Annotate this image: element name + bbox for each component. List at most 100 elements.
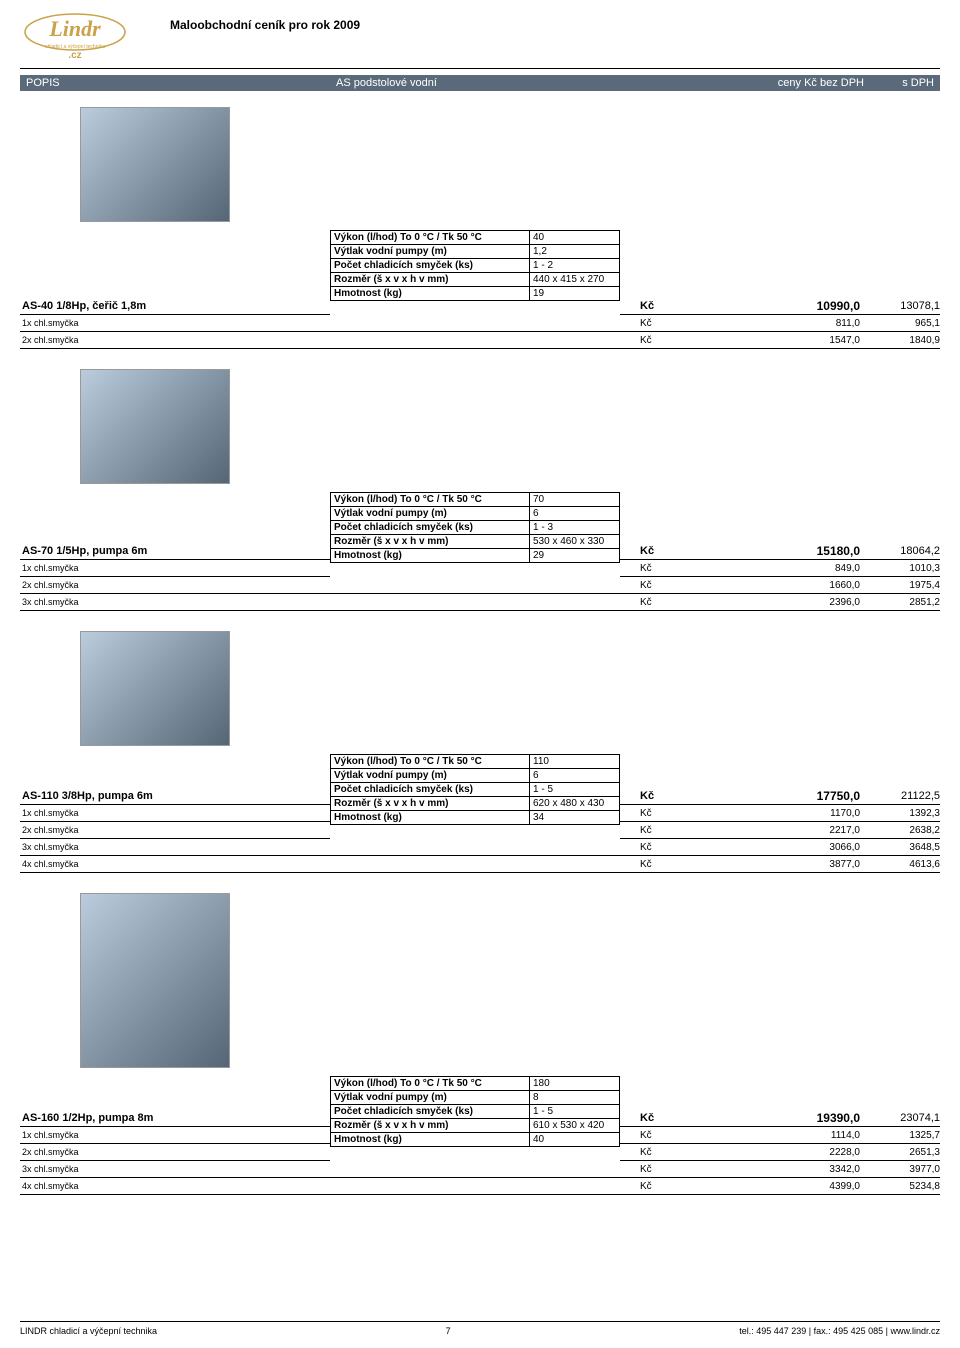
currency-label: Kč: [620, 1112, 670, 1124]
price-with-vat: 1325,7: [860, 1130, 940, 1141]
price-without-vat: 849,0: [670, 563, 860, 574]
price-with-vat: 2851,2: [860, 597, 940, 608]
currency-label: Kč: [620, 1181, 670, 1192]
brand-logo: Lindr chladicí a výčepní technika .cz: [20, 10, 130, 60]
product-section: AS-160 1/2Hp, pumpa 8m1x chl.smyčka2x ch…: [20, 893, 940, 1195]
column-header-bar: POPIS AS podstolové vodní ceny Kč bez DP…: [20, 75, 940, 91]
price-without-vat: 19390,0: [670, 1111, 860, 1125]
spec-key: Výkon (l/hod) To 0 °C / Tk 50 °C: [330, 1076, 530, 1090]
header-price: ceny Kč bez DPH: [766, 77, 864, 89]
price-with-vat: 23074,1: [860, 1112, 940, 1124]
page-header: Lindr chladicí a výčepní technika .cz Ma…: [20, 10, 940, 60]
spec-key: Výtlak vodní pumpy (m): [330, 506, 530, 520]
spec-value: 1 - 5: [530, 782, 620, 796]
price-with-vat: 2651,3: [860, 1147, 940, 1158]
spec-key: Výtlak vodní pumpy (m): [330, 1090, 530, 1104]
product-section: AS-110 3/8Hp, pumpa 6m1x chl.smyčka2x ch…: [20, 631, 940, 873]
footer-page-number: 7: [446, 1326, 451, 1336]
spec-key: Počet chladicích smyček (ks): [330, 1104, 530, 1118]
page-title: Maloobchodní ceník pro rok 2009: [170, 18, 360, 32]
spec-key: Výkon (l/hod) To 0 °C / Tk 50 °C: [330, 230, 530, 244]
spec-value: 40: [530, 230, 620, 244]
price-with-vat: 965,1: [860, 318, 940, 329]
product-option: 2x chl.smyčka: [20, 1144, 330, 1161]
product-option: 3x chl.smyčka: [20, 594, 330, 611]
svg-text:.cz: .cz: [68, 50, 81, 60]
spec-key: Výkon (l/hod) To 0 °C / Tk 50 °C: [330, 492, 530, 506]
price-with-vat: 13078,1: [860, 300, 940, 312]
product-option: 4x chl.smyčka: [20, 1178, 330, 1195]
currency-label: Kč: [620, 842, 670, 853]
spec-key: Výtlak vodní pumpy (m): [330, 244, 530, 258]
price-without-vat: 1547,0: [670, 335, 860, 346]
currency-label: Kč: [620, 597, 670, 608]
price-with-vat: 4613,6: [860, 859, 940, 870]
currency-label: Kč: [620, 1164, 670, 1175]
price-without-vat: 10990,0: [670, 299, 860, 313]
spec-value: 1 - 3: [530, 520, 620, 534]
spec-value: 6: [530, 768, 620, 782]
product-option: 1x chl.smyčka: [20, 1127, 330, 1144]
price-with-vat: 3648,5: [860, 842, 940, 853]
spec-value: 34: [530, 810, 620, 825]
spec-value: 6: [530, 506, 620, 520]
spec-key: Hmotnost (kg): [330, 286, 530, 301]
spec-value: 1 - 5: [530, 1104, 620, 1118]
spec-key: Rozměr (š x v x h v mm): [330, 796, 530, 810]
price-with-vat: 21122,5: [860, 790, 940, 802]
spec-key: Počet chladicích smyček (ks): [330, 258, 530, 272]
spec-value: 70: [530, 492, 620, 506]
product-section: AS-70 1/5Hp, pumpa 6m1x chl.smyčkaVýkon …: [20, 369, 940, 611]
spec-value: 620 x 480 x 430: [530, 796, 620, 810]
price-with-vat: 5234,8: [860, 1181, 940, 1192]
currency-label: Kč: [620, 1147, 670, 1158]
currency-label: Kč: [620, 545, 670, 557]
price-with-vat: 2638,2: [860, 825, 940, 836]
spec-value: 610 x 530 x 420: [530, 1118, 620, 1132]
divider: [20, 68, 940, 69]
price-with-vat: 1392,3: [860, 808, 940, 819]
spec-table: Výkon (l/hod) To 0 °C / Tk 50 °C110Výtla…: [330, 754, 620, 839]
spec-key: Rozměr (š x v x h v mm): [330, 534, 530, 548]
currency-label: Kč: [620, 335, 670, 346]
spec-value: 530 x 460 x 330: [530, 534, 620, 548]
product-option: 3x chl.smyčka: [20, 839, 330, 856]
spec-value: 29: [530, 548, 620, 563]
footer-contact: tel.: 495 447 239 | fax.: 495 425 085 | …: [739, 1326, 940, 1336]
currency-label: Kč: [620, 859, 670, 870]
price-without-vat: 2228,0: [670, 1147, 860, 1158]
price-without-vat: 2217,0: [670, 825, 860, 836]
product-name: AS-110 3/8Hp, pumpa 6m: [20, 788, 330, 805]
spec-key: Výkon (l/hod) To 0 °C / Tk 50 °C: [330, 754, 530, 768]
currency-label: Kč: [620, 563, 670, 574]
price-with-vat: 1975,4: [860, 580, 940, 591]
currency-label: Kč: [620, 580, 670, 591]
currency-label: Kč: [620, 808, 670, 819]
price-with-vat: 1010,3: [860, 563, 940, 574]
product-name: AS-70 1/5Hp, pumpa 6m: [20, 543, 330, 560]
price-without-vat: 17750,0: [670, 789, 860, 803]
spec-table: Výkon (l/hod) To 0 °C / Tk 50 °C70Výtlak…: [330, 492, 620, 577]
currency-label: Kč: [620, 825, 670, 836]
price-without-vat: 1660,0: [670, 580, 860, 591]
spec-value: 180: [530, 1076, 620, 1090]
product-image: [80, 893, 230, 1068]
spec-value: 19: [530, 286, 620, 301]
product-option: 1x chl.smyčka: [20, 805, 330, 822]
currency-label: Kč: [620, 1130, 670, 1141]
price-without-vat: 15180,0: [670, 544, 860, 558]
spec-key: Hmotnost (kg): [330, 548, 530, 563]
spec-value: 40: [530, 1132, 620, 1147]
currency-label: Kč: [620, 790, 670, 802]
price-without-vat: 1114,0: [670, 1130, 860, 1141]
header-popis: POPIS: [26, 77, 336, 89]
product-option: 3x chl.smyčka: [20, 1161, 330, 1178]
currency-label: Kč: [620, 300, 670, 312]
product-name: AS-160 1/2Hp, pumpa 8m: [20, 1110, 330, 1127]
price-without-vat: 811,0: [670, 318, 860, 329]
header-category: AS podstolové vodní: [336, 77, 766, 89]
price-without-vat: 3877,0: [670, 859, 860, 870]
spec-key: Rozměr (š x v x h v mm): [330, 272, 530, 286]
price-without-vat: 3066,0: [670, 842, 860, 853]
spec-key: Rozměr (š x v x h v mm): [330, 1118, 530, 1132]
